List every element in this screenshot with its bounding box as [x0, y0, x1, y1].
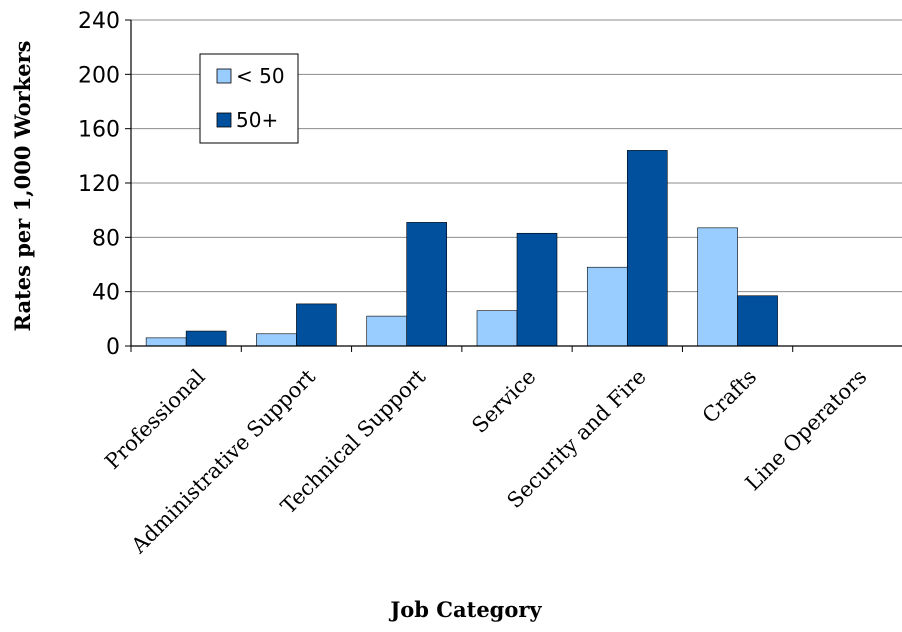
y-tick-labels: 0 40 80 120 160 200 240	[78, 9, 120, 360]
axes	[130, 20, 902, 352]
bars	[145, 150, 778, 347]
x-category-label-professional: Professional	[100, 364, 210, 474]
x-category-label-crafts: Crafts	[698, 365, 761, 428]
y-tick-label-40: 40	[92, 281, 120, 306]
bar-50-professional	[185, 330, 227, 347]
x-category-label-line-operators: Line Operators	[741, 365, 872, 496]
x-category-label-administrative-support: Administrative Support	[126, 364, 320, 558]
bar-50-service	[476, 310, 518, 347]
y-tick-label-200: 200	[78, 63, 120, 88]
legend-label-50plus: 50+	[236, 108, 278, 132]
gridlines	[125, 19, 902, 347]
bar-50-administrative-support	[296, 303, 337, 347]
bar-50-professional	[145, 337, 187, 347]
legend-swatch-50plus	[216, 112, 232, 128]
legend: < 50 50+	[199, 53, 299, 144]
bar-50-crafts	[737, 295, 778, 347]
y-tick-label-80: 80	[92, 226, 120, 251]
y-tick-label-240: 240	[78, 9, 120, 34]
x-axis-title: Job Category	[388, 597, 542, 622]
bar-50-service	[516, 232, 558, 347]
y-axis-title: Rates per 1,000 Workers	[10, 41, 35, 332]
legend-swatch-lt50	[216, 68, 232, 84]
y-tick-label-160: 160	[78, 118, 120, 143]
y-tick-label-0: 0	[106, 335, 120, 360]
legend-box	[199, 53, 299, 144]
legend-label-lt50: < 50	[236, 64, 285, 88]
bar-50-crafts	[697, 227, 738, 347]
bar-50-security-and-fire	[586, 266, 628, 347]
bar-50-security-and-fire	[626, 150, 668, 347]
y-tick-label-120: 120	[78, 172, 120, 197]
bar-50-administrative-support	[256, 333, 297, 347]
bar-50-technical-support	[406, 222, 448, 347]
x-category-label-service: Service	[467, 365, 540, 438]
bar-50-technical-support	[366, 315, 408, 347]
